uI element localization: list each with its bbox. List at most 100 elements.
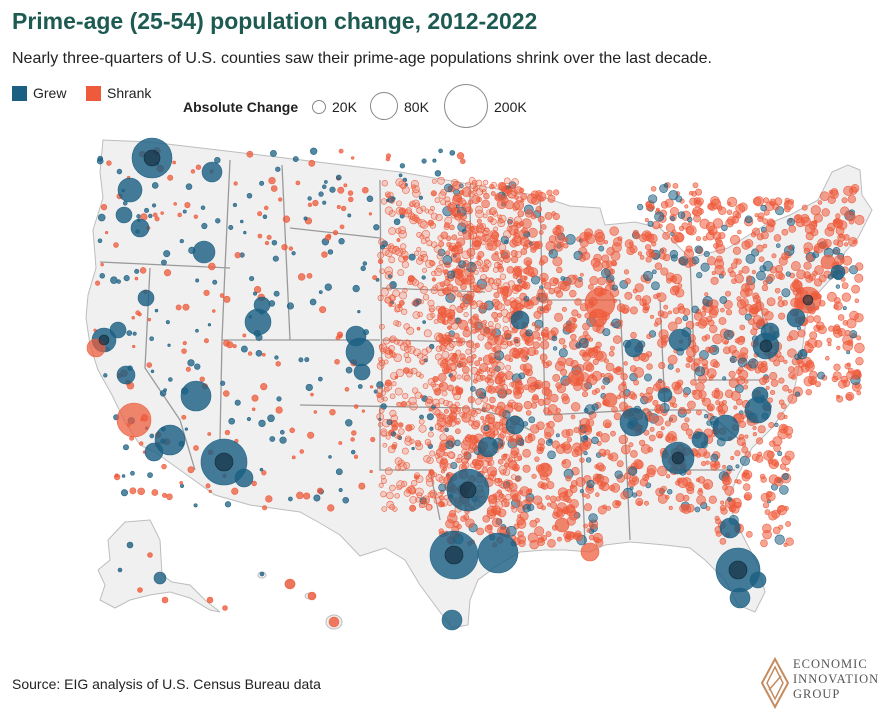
alaska-bubble xyxy=(153,571,167,585)
county-bubble xyxy=(828,325,835,332)
county-bubble xyxy=(855,262,864,271)
county-bubble xyxy=(144,207,150,213)
county-bubble xyxy=(703,451,711,459)
eig-logo: ECONOMIC INNOVATION GROUP xyxy=(760,655,890,711)
county-bubble xyxy=(644,473,650,479)
county-bubble xyxy=(516,196,523,203)
county-bubble xyxy=(387,430,394,436)
county-bubble xyxy=(460,361,467,368)
county-bubble xyxy=(646,333,652,340)
county-bubble xyxy=(772,526,781,535)
county-bubble xyxy=(763,450,774,461)
eig-logo-line-1: ECONOMIC xyxy=(793,657,868,671)
county-bubble xyxy=(739,324,746,331)
county-bubble xyxy=(677,303,685,311)
county-bubble xyxy=(781,425,787,431)
county-bubble xyxy=(432,284,439,291)
county-bubble xyxy=(312,199,319,207)
county-bubble xyxy=(752,425,757,430)
county-bubble xyxy=(733,405,738,410)
county-bubble xyxy=(482,179,489,186)
county-bubble xyxy=(696,409,702,416)
county-bubble xyxy=(254,285,262,294)
county-bubble xyxy=(352,284,360,293)
county-bubble xyxy=(407,485,416,494)
county-bubble xyxy=(597,276,606,286)
county-bubble xyxy=(511,256,519,264)
county-bubble xyxy=(185,183,193,190)
county-bubble xyxy=(614,470,623,479)
county-bubble xyxy=(561,306,567,312)
county-bubble xyxy=(512,463,520,472)
county-bubble xyxy=(694,366,706,377)
county-bubble xyxy=(494,478,499,483)
county-bubble xyxy=(255,349,263,357)
county-bubble xyxy=(532,495,543,506)
county-bubble xyxy=(837,314,845,321)
county-bubble xyxy=(306,272,313,279)
county-bubble xyxy=(195,164,202,170)
county-bubble xyxy=(455,407,461,412)
metro-bubble xyxy=(624,338,644,358)
metro-core xyxy=(728,560,748,580)
county-bubble xyxy=(557,356,567,366)
county-bubble xyxy=(403,339,412,348)
county-bubble xyxy=(612,499,621,509)
county-bubble xyxy=(439,362,446,369)
metro-bubble xyxy=(137,289,155,307)
county-bubble xyxy=(469,282,475,288)
county-bubble xyxy=(460,283,467,291)
county-bubble xyxy=(475,374,483,382)
county-bubble xyxy=(482,229,489,237)
county-bubble xyxy=(447,270,456,279)
county-bubble xyxy=(805,388,812,396)
county-bubble xyxy=(787,393,798,404)
county-bubble xyxy=(422,294,430,301)
county-bubble xyxy=(515,477,520,483)
county-bubble xyxy=(547,450,556,460)
county-bubble xyxy=(695,236,701,242)
county-bubble xyxy=(463,312,469,318)
county-bubble xyxy=(456,340,463,347)
county-bubble xyxy=(498,243,507,252)
county-bubble xyxy=(710,374,715,379)
county-bubble xyxy=(377,258,384,265)
county-bubble xyxy=(435,345,443,352)
county-bubble xyxy=(527,267,539,278)
county-bubble xyxy=(770,379,779,387)
county-bubble xyxy=(514,340,521,347)
county-bubble xyxy=(734,273,744,284)
county-bubble xyxy=(177,212,182,218)
county-bubble xyxy=(668,505,673,511)
county-bubble xyxy=(588,534,595,541)
county-bubble xyxy=(443,279,451,287)
metro-bubble xyxy=(144,442,164,462)
county-bubble xyxy=(167,343,171,347)
county-bubble xyxy=(702,363,708,370)
county-bubble xyxy=(273,290,280,297)
county-bubble xyxy=(497,458,504,465)
metro-bubble xyxy=(441,609,463,631)
county-bubble xyxy=(611,406,618,413)
county-bubble xyxy=(596,351,607,362)
county-bubble xyxy=(499,391,507,399)
metro-bubble xyxy=(554,517,570,533)
county-bubble xyxy=(614,366,624,376)
county-bubble xyxy=(488,494,497,503)
county-bubble xyxy=(810,220,818,227)
county-bubble xyxy=(259,180,265,186)
county-bubble xyxy=(769,389,776,396)
county-bubble xyxy=(401,447,409,455)
county-bubble xyxy=(663,304,669,310)
county-bubble xyxy=(778,377,785,384)
county-bubble xyxy=(793,280,803,291)
county-bubble xyxy=(658,329,669,340)
county-bubble xyxy=(609,226,619,236)
county-bubble xyxy=(535,206,543,213)
county-bubble xyxy=(425,346,432,353)
county-bubble xyxy=(461,293,467,299)
county-bubble xyxy=(844,242,849,247)
metro-core xyxy=(98,334,110,346)
county-bubble xyxy=(556,266,563,274)
county-bubble xyxy=(484,524,493,533)
